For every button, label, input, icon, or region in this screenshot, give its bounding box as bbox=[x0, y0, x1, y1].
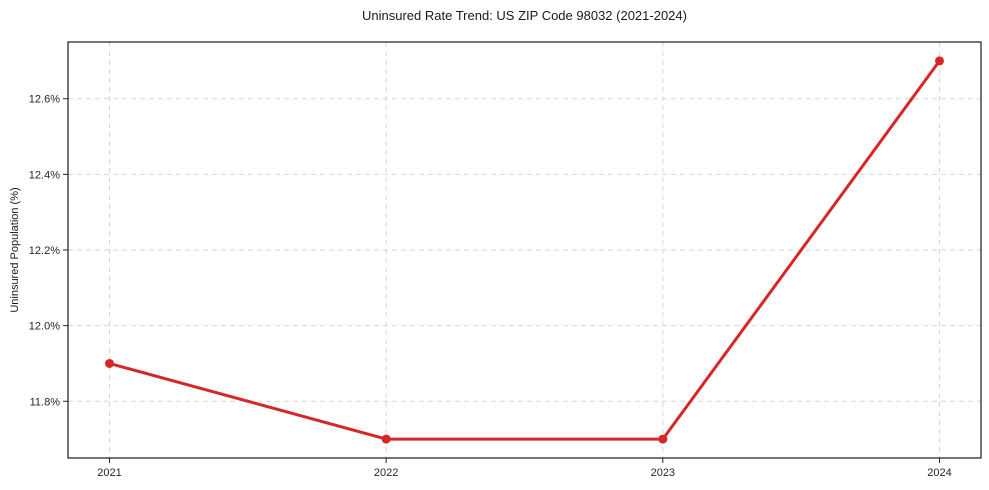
x-tick-label: 2023 bbox=[651, 467, 675, 479]
data-point-marker bbox=[105, 358, 114, 368]
data-point-marker bbox=[381, 434, 391, 444]
y-tick-label: 12.6% bbox=[29, 94, 60, 106]
y-tick-label: 12.0% bbox=[29, 321, 60, 333]
chart-title: Uninsured Rate Trend: US ZIP Code 98032 … bbox=[362, 8, 687, 23]
y-tick-label: 12.2% bbox=[29, 245, 60, 257]
trend-line bbox=[108, 59, 941, 441]
x-tick-label: 2022 bbox=[374, 467, 398, 479]
data-point-marker bbox=[658, 434, 668, 444]
x-tick-label: 2021 bbox=[97, 467, 121, 479]
y-tick-label: 12.4% bbox=[29, 169, 60, 181]
x-tick-label: 2024 bbox=[927, 467, 951, 479]
y-tick-label: 11.8% bbox=[30, 396, 61, 408]
plot-border bbox=[67, 41, 982, 459]
data-point-marker bbox=[935, 56, 944, 66]
